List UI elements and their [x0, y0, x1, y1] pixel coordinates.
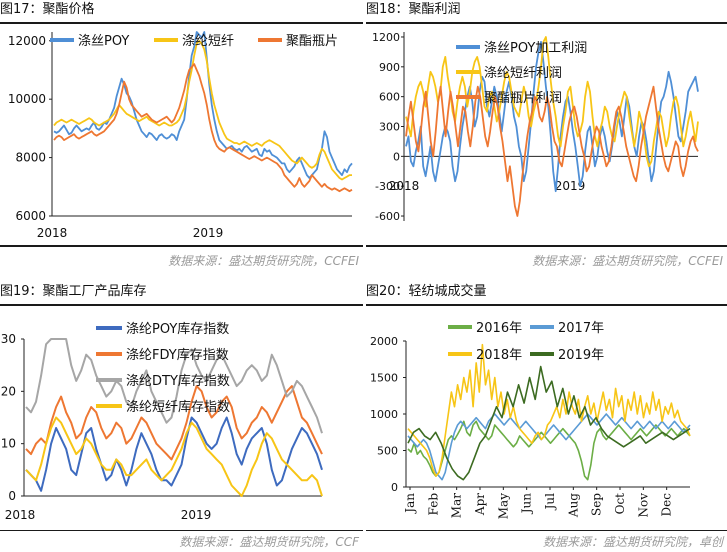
- legend-label: 2016年: [476, 321, 522, 336]
- series-line-2: [407, 413, 691, 481]
- x-tick-label: Apr: [473, 493, 487, 516]
- y-tick-label: 900: [379, 61, 400, 74]
- legend-label: 涤纶FDY库存指数: [126, 347, 229, 363]
- y-tick-label: -600: [375, 210, 400, 223]
- legend-label: 涤纶DTY库存指数: [126, 373, 230, 389]
- panel-title: 图19：聚酯工厂产品库存: [0, 284, 147, 299]
- legend-label: 2017年: [558, 321, 604, 336]
- bottom-rule: [0, 530, 363, 531]
- y-tick-label: 10000: [8, 92, 46, 106]
- y-tick-label: -300: [375, 180, 400, 193]
- x-tick-label: Feb: [426, 493, 440, 516]
- x-tick-label: 2018: [389, 179, 420, 193]
- data-source: 数据来源：盛达期货研究院，卓创: [542, 535, 723, 549]
- legend-label: 2019年: [558, 348, 604, 363]
- chart-textile-volume: 0 500 1000 1500 2000 Jan Feb Mar Apr May Jun Jul Aug…: [366, 307, 727, 529]
- panel-title: 图20：轻纺城成交量: [366, 284, 487, 299]
- y-tick-label: 1000: [370, 408, 398, 421]
- series-line-1: [53, 31, 353, 179]
- chart-svg: 6000 8000 10000 12000 2018 2019 涤丝POY 涤纶短纤 聚酯瓶片: [8, 31, 353, 240]
- x-tick-label: 2018: [37, 226, 68, 240]
- series-line-2: [53, 39, 352, 181]
- chart-svg: -600 -300 0 300 600 900 1200 2018 2019 涤丝POY加工利润涤…: [372, 31, 699, 223]
- x-tick-label: Aug: [566, 493, 580, 518]
- series-line-3: [25, 338, 323, 434]
- x-tick-label: 2019: [555, 179, 586, 193]
- bottom-rule: [0, 245, 363, 247]
- x-tick-label: Jan: [403, 493, 417, 515]
- x-tick-label: 2019: [193, 226, 224, 240]
- legend-label: 涤丝POY加工利润: [484, 41, 587, 56]
- legend-label: 涤纶短纤: [182, 34, 234, 49]
- legend-label: 涤纶短纤库存指数: [126, 399, 230, 415]
- x-tick-label: Nov: [636, 493, 650, 518]
- data-source: 数据来源：盛达期货研究院，CCFEI: [168, 254, 359, 268]
- legend-label: 涤纶短纤利润: [484, 66, 562, 81]
- series-line-3: [53, 63, 353, 193]
- y-tick-label: 30: [1, 332, 16, 346]
- title-rule: [366, 22, 727, 24]
- legend-label: 2018年: [476, 348, 522, 363]
- bottom-rule: [366, 530, 727, 531]
- chart-svg: 0 10 20 30 2018 2019 涤纶POY库存指数涤纶FDY库存指数涤纶DTY库存…: [1, 321, 323, 522]
- chart-polyester-price: 6000 8000 10000 12000 2018 2019 涤丝POY 涤纶短纤 聚酯瓶片: [0, 26, 363, 244]
- legend-label: 涤丝POY: [78, 34, 129, 49]
- y-tick-label: 10: [1, 437, 16, 451]
- y-tick-label: 0: [393, 150, 400, 163]
- legend-label: 涤纶POY库存指数: [126, 321, 229, 337]
- x-tick-label: Sep: [590, 493, 604, 516]
- y-tick-label: 6000: [15, 209, 46, 223]
- title-rule: [0, 304, 363, 306]
- data-source: 数据来源：盛达期货研究院，CCFEI: [532, 254, 723, 268]
- legend-label: 聚酯瓶片利润: [484, 91, 562, 106]
- y-tick-label: 300: [379, 121, 400, 134]
- series-line-3: [405, 85, 699, 217]
- y-tick-label: 20: [1, 384, 16, 398]
- chart-polyester-profit: -600 -300 0 300 600 900 1200 2018 2019 涤丝POY加工利润涤…: [366, 26, 727, 244]
- title-rule: [0, 22, 363, 24]
- x-tick-label: 2019: [181, 508, 212, 522]
- legend-label: 聚酯瓶片: [286, 34, 338, 49]
- x-tick-label: Mar: [450, 493, 464, 518]
- x-tick-label: 2018: [5, 508, 36, 522]
- series-line-4: [25, 416, 323, 497]
- panel-title: 图17：聚酯价格: [0, 2, 95, 17]
- panel-polyester-profit: 图18：聚酯利润 -600 -300 0 300 600 900 1200 2018 2019 涤…: [366, 0, 727, 276]
- y-tick-label: 8000: [15, 151, 46, 165]
- data-source: 数据来源：盛达期货研究院，CCF: [179, 535, 359, 549]
- y-tick-label: 0: [391, 481, 398, 494]
- panel-inventory: 图19：聚酯工厂产品库存 0 10 20 30 2018 2019 涤纶POY库存指数 涤纶F…: [0, 279, 363, 552]
- series-line-1: [407, 420, 691, 481]
- series-line-2: [25, 385, 323, 461]
- y-tick-label: 12000: [8, 34, 46, 48]
- series-line-1: [25, 416, 323, 492]
- x-tick-label: Jul: [543, 493, 557, 512]
- x-tick-label: Dec: [660, 493, 674, 517]
- y-tick-label: 1200: [372, 31, 400, 44]
- x-tick-label: Jun: [520, 493, 534, 516]
- panel-textile-volume: 图20：轻纺城成交量 0 500 1000 1500 2000 Jan Feb Mar Apr M…: [366, 279, 727, 552]
- panel-polyester-price: 图17：聚酯价格 6000 8000 10000 12000 2018 2019 涤丝POY…: [0, 0, 363, 276]
- x-tick-label: Oct: [613, 493, 627, 515]
- series-line-4: [407, 365, 691, 481]
- chart-inventory: 0 10 20 30 2018 2019 涤纶POY库存指数 涤纶FDY库存指数 涤纶DTY库存…: [0, 307, 363, 529]
- chart-svg: 0 500 1000 1500 2000 Jan Feb Mar Apr May Jun Jul Aug…: [370, 321, 691, 519]
- series-line-3: [407, 343, 691, 477]
- y-tick-label: 0: [8, 489, 16, 503]
- title-rule: [366, 304, 727, 306]
- x-tick-label: May: [496, 493, 510, 519]
- y-tick-label: 600: [379, 91, 400, 104]
- y-tick-label: 2000: [370, 335, 398, 348]
- series-line-1: [405, 40, 699, 193]
- y-tick-label: 1500: [370, 372, 398, 385]
- y-tick-label: 500: [377, 445, 398, 458]
- panel-title: 图18：聚酯利润: [366, 2, 461, 17]
- bottom-rule: [366, 245, 727, 247]
